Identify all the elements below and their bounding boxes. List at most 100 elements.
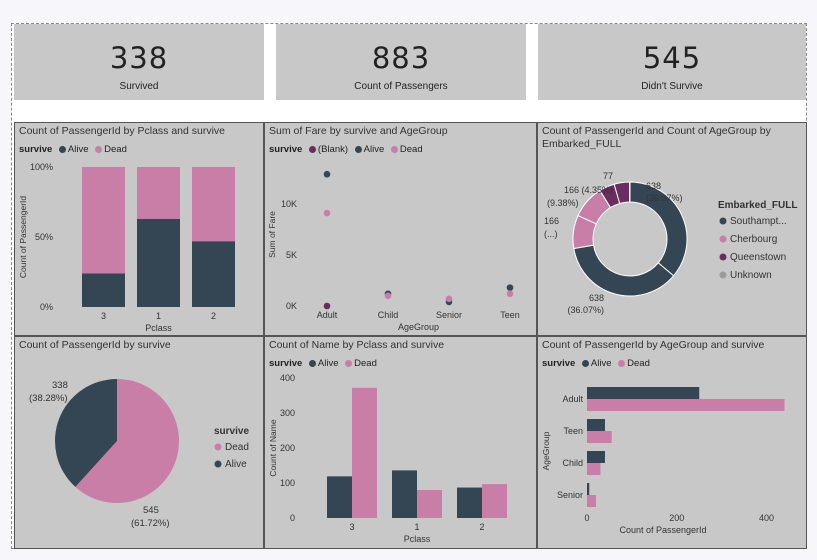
y-tick-label: 200 <box>280 443 295 453</box>
legend-dead: Dead <box>104 144 127 155</box>
pie-slice <box>75 379 179 503</box>
x-axis-title: AgeGroup <box>398 322 439 332</box>
stacked-bar-segment <box>192 241 235 307</box>
kpi-passengers-card[interactable]: 883 Count of Passengers <box>276 24 526 100</box>
y-tick-label: 0K <box>286 301 297 311</box>
kpi-value: 338 <box>109 41 169 75</box>
scatter-point <box>323 209 331 217</box>
y-tick-label: 300 <box>280 408 295 418</box>
y-tick-label: 10K <box>281 199 297 209</box>
legend-dead: Dead <box>399 144 423 155</box>
stacked-bar-segment <box>137 167 180 219</box>
kpi-label: Survived <box>119 81 159 92</box>
legend-marker <box>719 271 727 279</box>
chart-survive-pie[interactable]: Count of PassengerId by survive 338 (38.2… <box>14 336 264 549</box>
donut-data-label: 166 (4.35%) <box>564 185 613 195</box>
y-tick-label: Teen <box>563 426 583 436</box>
chart-name-pclass-columns[interactable]: Count of Name by Pclass and survive surv… <box>264 336 537 549</box>
horizontal-bar <box>587 463 601 475</box>
legend-title: survive <box>269 144 303 155</box>
donut-slice <box>573 244 675 297</box>
y-tick-label: Child <box>562 458 583 468</box>
legend-label: Queenstown <box>730 252 786 263</box>
y-tick-label: 100 <box>280 478 295 488</box>
dead-dot-icon <box>618 359 626 367</box>
x-tick-label: Child <box>378 310 399 320</box>
legend-alive: Alive <box>317 358 339 369</box>
chart-fare-agegroup-scatter[interactable]: Sum of Fare by survive and AgeGroup surv… <box>264 122 537 336</box>
legend-label: Unknown <box>730 270 772 281</box>
chart-svg: 0% 50% 100% 3 1 2 Pclass Count of PassengerId <box>18 162 235 333</box>
dead-dot-icon <box>390 145 398 153</box>
pie-slice <box>54 379 117 487</box>
chart-legend: survive Alive Dead <box>269 358 377 369</box>
x-tick-label: 3 <box>349 522 354 532</box>
legend-blank: (Blank) <box>317 144 349 155</box>
alive-dot-icon <box>58 145 66 153</box>
scatter-point <box>384 292 392 300</box>
y-tick-label: 5K <box>286 250 297 260</box>
legend-marker <box>719 235 727 243</box>
chart-pclass-survive-percent[interactable]: Count of PassengerId by Pclass and survi… <box>14 122 264 336</box>
kpi-value: 883 <box>371 41 431 75</box>
legend-marker <box>214 460 222 468</box>
legend-marker <box>214 443 222 451</box>
donut-data-label: 638 <box>646 181 661 191</box>
chart-title: Count of PassengerId by AgeGroup and sur… <box>542 339 765 351</box>
chart-agegroup-bars[interactable]: Count of PassengerId by AgeGroup and sur… <box>537 336 807 549</box>
x-tick-label: Senior <box>436 310 462 320</box>
donut-data-label: (9.38%) <box>547 198 579 208</box>
alive-dot-icon <box>308 359 316 367</box>
kpi-survived-card[interactable]: 338 Survived <box>14 24 264 100</box>
x-tick-label: 2 <box>211 311 216 321</box>
y-tick-label: Senior <box>557 490 583 500</box>
column-bar <box>327 476 352 518</box>
kpi-label: Didn't Survive <box>641 81 703 92</box>
column-bar <box>417 490 442 518</box>
x-tick-label: 400 <box>759 513 774 523</box>
chart-svg: 0 100 200 300 400 3 1 2 Pclass Count of Name <box>268 373 507 544</box>
horizontal-bar <box>587 451 605 463</box>
blank-dot-icon <box>308 145 316 153</box>
y-axis-title: Count of Name <box>268 419 278 476</box>
column-bar <box>352 387 377 518</box>
stacked-bar-segment <box>192 167 235 242</box>
pie-data-label: 338 <box>52 380 68 391</box>
y-tick-label: 400 <box>280 373 295 383</box>
y-axis-title: Sum of Fare <box>267 211 277 258</box>
legend-marker <box>719 253 727 261</box>
chart-title: Sum of Fare by survive and AgeGroup <box>269 125 448 137</box>
scatter-point <box>323 170 331 178</box>
donut-data-label: 166 <box>544 216 559 226</box>
dead-dot-icon <box>95 145 103 153</box>
column-bar <box>482 484 507 518</box>
pie-data-label: (61.72%) <box>131 518 170 529</box>
legend-label: Southampt... <box>730 216 787 227</box>
horizontal-bar <box>587 483 590 495</box>
y-tick-label: 0% <box>40 302 53 312</box>
y-tick-label: 0 <box>290 513 295 523</box>
legend-marker <box>719 217 727 225</box>
chart-title: Count of PassengerId by Pclass and survi… <box>19 125 226 137</box>
stacked-bar-segment <box>82 167 125 274</box>
alive-dot-icon <box>354 145 362 153</box>
kpi-label: Count of Passengers <box>354 81 448 92</box>
legend-dead: Dead <box>354 358 377 369</box>
chart-svg: 338 (38.28%) 545 (61.72%) survive Dead Alive <box>29 379 249 529</box>
chart-svg: Adult Teen Child Senior 0 200 400 Count of Pass… <box>541 387 785 535</box>
x-axis-title: Pclass <box>145 323 172 333</box>
kpi-value: 545 <box>642 41 702 75</box>
y-tick-label: Adult <box>562 394 583 404</box>
donut-data-label: 77 <box>603 171 613 181</box>
x-axis-title: Pclass <box>404 534 431 544</box>
chart-embarked-donut[interactable]: Count of PassengerId and Count of AgeGro… <box>537 122 807 336</box>
kpi-didnt-survive-card[interactable]: 545 Didn't Survive <box>538 24 806 100</box>
x-tick-label: 2 <box>479 522 484 532</box>
horizontal-bar <box>587 419 605 431</box>
x-tick-label: 0 <box>584 513 589 523</box>
chart-title: Count of PassengerId and Count of AgeGro… <box>542 125 771 150</box>
legend-title: Embarked_FULL <box>718 200 797 211</box>
legend-alive: Alive <box>363 144 385 155</box>
chart-svg: 638 (36.07%) 638 (36.07%) 166 (...) (9.38%) 166… <box>544 171 797 315</box>
stacked-bar-segment <box>137 218 180 307</box>
